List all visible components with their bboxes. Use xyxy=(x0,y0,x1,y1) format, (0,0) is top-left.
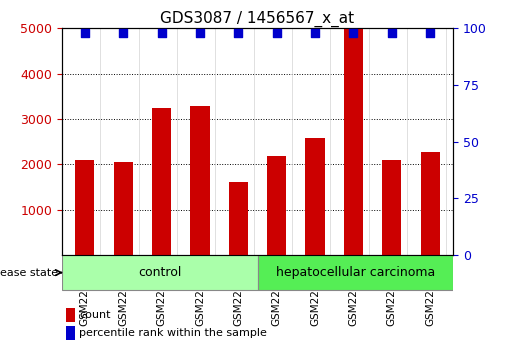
Point xyxy=(81,30,89,36)
Text: count: count xyxy=(79,310,111,320)
Text: hepatocellular carcinoma: hepatocellular carcinoma xyxy=(276,266,435,279)
Bar xyxy=(229,182,248,255)
Point xyxy=(234,30,243,36)
Bar xyxy=(344,29,363,255)
Text: disease state: disease state xyxy=(0,268,58,278)
Point xyxy=(388,30,396,36)
Bar xyxy=(75,160,94,255)
Bar xyxy=(66,308,76,322)
Point xyxy=(272,30,281,36)
Text: percentile rank within the sample: percentile rank within the sample xyxy=(79,328,267,338)
Bar xyxy=(305,138,324,255)
Point xyxy=(349,30,357,36)
Point xyxy=(196,30,204,36)
Point xyxy=(426,30,434,36)
Point xyxy=(119,30,127,36)
FancyBboxPatch shape xyxy=(62,255,258,290)
Bar xyxy=(191,106,210,255)
Point xyxy=(158,30,166,36)
Bar xyxy=(152,108,171,255)
Point xyxy=(311,30,319,36)
Text: control: control xyxy=(138,266,181,279)
Bar xyxy=(114,162,133,255)
Bar xyxy=(66,326,76,340)
Bar xyxy=(421,152,440,255)
FancyBboxPatch shape xyxy=(258,255,453,290)
Bar xyxy=(267,156,286,255)
Bar xyxy=(382,160,401,255)
Title: GDS3087 / 1456567_x_at: GDS3087 / 1456567_x_at xyxy=(161,11,354,27)
